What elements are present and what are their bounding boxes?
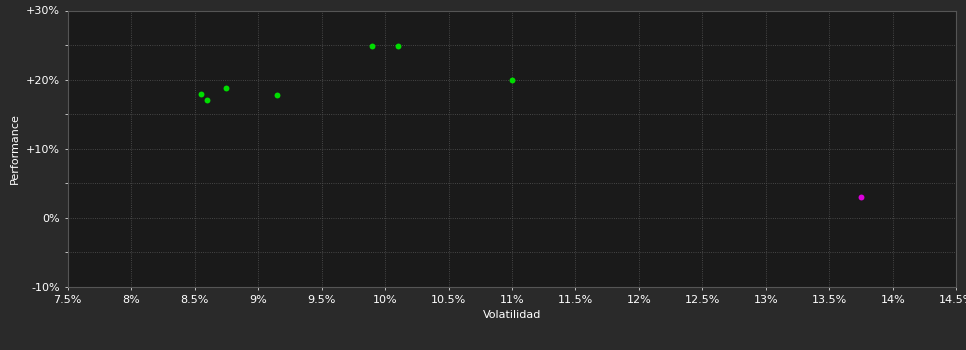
Point xyxy=(504,77,520,83)
Point xyxy=(390,44,406,49)
Point xyxy=(200,98,215,103)
Point xyxy=(364,44,380,49)
Point xyxy=(270,92,285,98)
X-axis label: Volatilidad: Volatilidad xyxy=(483,310,541,320)
Y-axis label: Performance: Performance xyxy=(11,113,20,184)
Point xyxy=(218,85,234,91)
Point xyxy=(853,194,868,200)
Point xyxy=(193,91,209,97)
